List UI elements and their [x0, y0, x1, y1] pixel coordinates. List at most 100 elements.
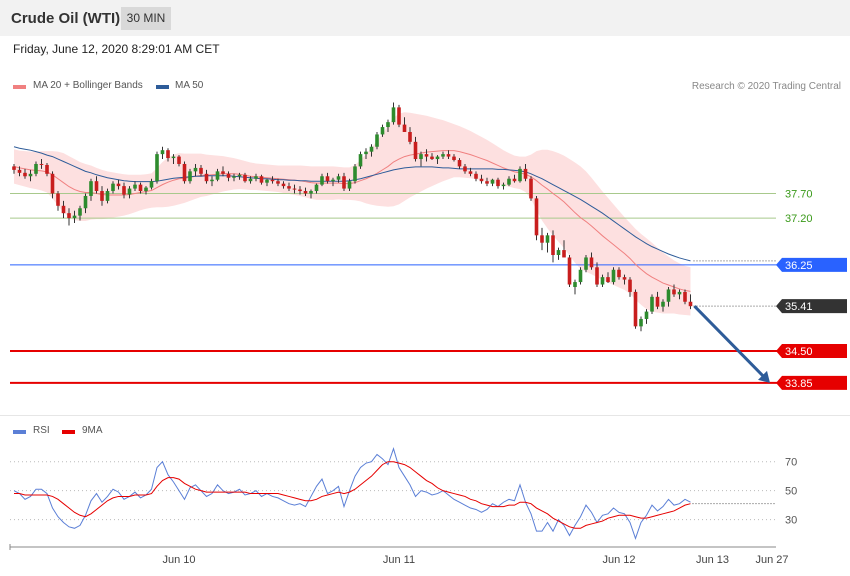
candle-body — [248, 178, 253, 182]
candle-body — [314, 184, 319, 192]
candle-body — [364, 151, 368, 155]
candle-body — [573, 282, 577, 287]
candle-body — [127, 188, 132, 195]
candle-body — [105, 191, 110, 201]
level-tag-36.25 — [776, 257, 847, 272]
level-label-37.70: 37.70 — [785, 188, 813, 200]
candle-body — [144, 187, 148, 192]
candle-body — [589, 257, 594, 268]
level-tag-35.41 — [776, 299, 847, 314]
candle-body — [666, 289, 671, 302]
candle-body — [683, 291, 687, 302]
candle-body — [298, 189, 302, 192]
level-label-33.85: 33.85 — [785, 378, 813, 390]
candle-body — [17, 169, 22, 173]
candle-body — [259, 176, 264, 183]
candle-body — [688, 301, 693, 307]
ma9-legend-label: 9MA — [82, 425, 103, 436]
candle-body — [463, 166, 467, 172]
candle-body — [622, 277, 627, 280]
candle-body — [237, 174, 242, 177]
candle-body — [534, 198, 539, 236]
x-axis-label: Jun 27 — [755, 554, 788, 566]
x-axis-label: Jun 10 — [162, 554, 195, 566]
candle-body — [518, 168, 522, 182]
rsi-line — [13, 447, 691, 540]
candle-body — [331, 179, 335, 182]
candle-body — [485, 181, 489, 184]
candle-body — [254, 176, 258, 179]
candle-body — [56, 193, 60, 206]
candle-body — [507, 178, 511, 185]
candle-body — [644, 311, 649, 319]
x-axis-label: Jun 12 — [602, 554, 635, 566]
candle-body — [83, 195, 88, 209]
candle-body — [380, 127, 385, 135]
candle-body — [419, 154, 423, 160]
candle-body — [182, 163, 187, 182]
candle-body — [523, 168, 528, 179]
candle-body — [413, 141, 418, 160]
candle-body — [446, 154, 451, 157]
candle-body — [210, 179, 214, 182]
candle-body — [600, 277, 605, 285]
candle-body — [133, 184, 137, 189]
candle-body — [479, 178, 484, 182]
candle-body — [424, 154, 429, 157]
interval-button[interactable]: 30 MIN — [121, 7, 171, 30]
candle-body — [320, 176, 324, 185]
candle-body — [226, 173, 231, 178]
forecast-arrow-head — [758, 370, 770, 383]
ma50-line — [13, 146, 691, 262]
candle-body — [358, 154, 363, 167]
rsi-legend-label: RSI — [33, 425, 50, 436]
bollinger-band — [14, 112, 691, 316]
candle-body — [34, 163, 38, 174]
candle-body — [342, 176, 346, 189]
candle-body — [243, 174, 247, 182]
candle-body — [391, 107, 396, 123]
candle-body — [215, 171, 220, 180]
candle-body — [199, 167, 203, 174]
candle-body — [188, 171, 192, 182]
candle-body — [633, 291, 638, 327]
candle-body — [474, 173, 478, 179]
level-label-36.25: 36.25 — [785, 260, 813, 272]
ma9-legend-swatch — [62, 430, 75, 434]
candle-body — [303, 191, 308, 194]
candle-body — [292, 188, 297, 190]
candle-body — [193, 167, 198, 172]
candle-body — [39, 163, 44, 165]
candle-body — [639, 318, 643, 327]
rsi-legend-swatch — [13, 430, 26, 434]
candle-body — [287, 186, 291, 189]
candle-body — [441, 154, 445, 157]
candle-body — [595, 267, 599, 285]
level-label-34.50: 34.50 — [785, 346, 813, 358]
candle-body — [23, 172, 27, 177]
candle-body — [94, 181, 99, 192]
candle-body — [72, 215, 77, 219]
candle-body — [347, 181, 352, 189]
candle-body — [138, 184, 143, 192]
candle-body — [408, 131, 412, 142]
candle-body — [512, 178, 517, 182]
ma20-legend-label: MA 20 + Bollinger Bands — [33, 80, 143, 91]
x-axis-label: Jun 13 — [696, 554, 729, 566]
candle-body — [50, 173, 55, 194]
candle-body — [353, 166, 357, 182]
candle-body — [611, 269, 616, 283]
candle-body — [171, 156, 176, 159]
candle-body — [265, 179, 269, 183]
candle-body — [177, 156, 181, 164]
level-label-35.41: 35.41 — [785, 301, 813, 313]
candle-body — [375, 134, 379, 147]
research-credit: Research © 2020 Trading Central — [691, 81, 841, 92]
rsi-tick-label: 30 — [785, 515, 797, 527]
candle-body — [100, 191, 104, 201]
candle-body — [309, 191, 313, 194]
candle-body — [496, 179, 500, 187]
candle-body — [221, 171, 225, 174]
level-tag-33.85 — [776, 375, 847, 390]
